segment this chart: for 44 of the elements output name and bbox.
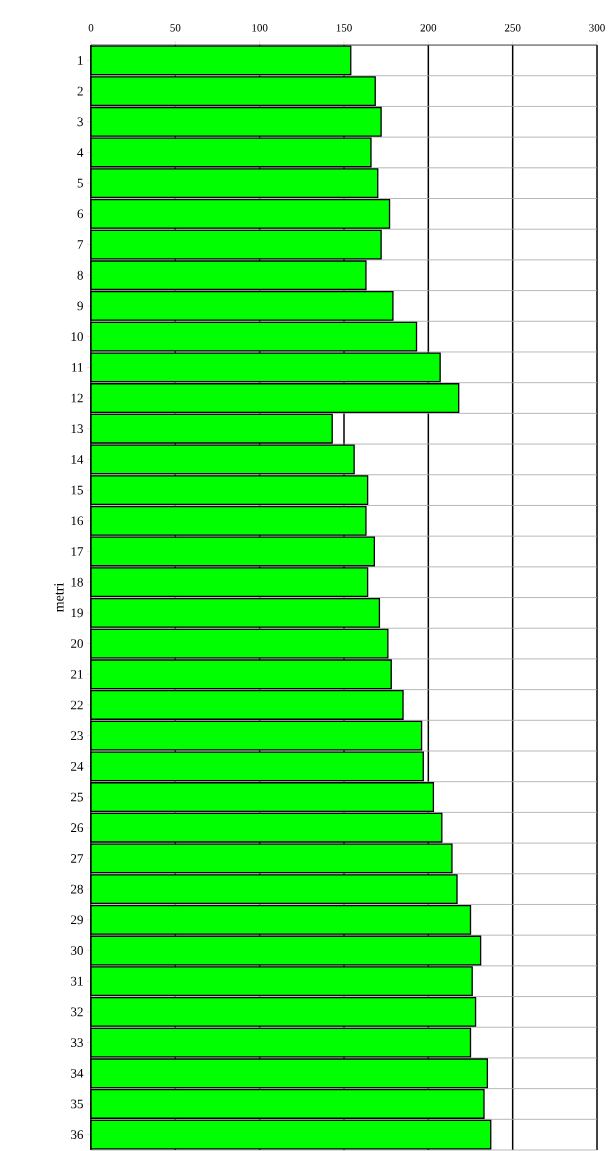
y-tick-label: 1 (78, 56, 83, 65)
y-tick-label: 6 (77, 209, 84, 219)
x-tick-label: 50 (170, 24, 181, 32)
y-tick-label: 18 (71, 577, 83, 587)
y-tick-label: 13 (71, 424, 83, 434)
y-tick-label: 8 (77, 270, 83, 280)
y-tick-label: 33 (71, 1038, 83, 1047)
y-tick-label: 10 (71, 332, 83, 342)
y-tick-label: 30 (71, 946, 83, 955)
y-tick-label: 5 (77, 178, 83, 188)
y-tick-label: 22 (71, 700, 83, 710)
y-tick-label: 24 (71, 762, 84, 771)
y-tick-label: 14 (71, 455, 84, 464)
y-tick-label: 23 (71, 731, 83, 741)
y-tick-label: 21 (71, 669, 83, 679)
x-tick-label: 200 (420, 24, 437, 32)
y-tick-label: 26 (71, 823, 84, 833)
y-tick-label: 29 (71, 915, 83, 925)
y-tick-label: 31 (71, 976, 83, 986)
y-tick-label: 15 (71, 485, 83, 495)
y-tick-label: 35 (71, 1099, 83, 1109)
y-tick-label: 19 (71, 608, 83, 618)
y-tick-label: 20 (71, 639, 83, 648)
x-tick-label: 300 (589, 24, 605, 32)
x-tick-label: 100 (252, 24, 268, 32)
y-axis-title: metri (54, 583, 64, 613)
y-tick-label: 2 (77, 86, 83, 96)
y-tick-label: 34 (71, 1068, 84, 1078)
x-tick-label: 0 (88, 24, 94, 32)
y-tick-label: 3 (77, 117, 83, 127)
y-tick-label: 11 (72, 363, 83, 372)
y-tick-label: 32 (71, 1007, 83, 1017)
y-tick-label: 25 (71, 792, 83, 802)
y-tick-label: 28 (71, 884, 83, 894)
y-tick-label: 17 (71, 547, 84, 556)
y-tick-label: 9 (77, 301, 83, 311)
y-tick-label: 16 (71, 516, 84, 526)
x-tick-label: 250 (504, 24, 521, 32)
y-tick-label: 12 (71, 393, 83, 403)
y-tick-label: 7 (77, 240, 84, 249)
y-tick-label: 36 (71, 1130, 84, 1140)
y-tick-label: 4 (77, 148, 84, 157)
x-tick-label: 150 (336, 24, 352, 32)
y-tick-label: 27 (71, 854, 84, 863)
